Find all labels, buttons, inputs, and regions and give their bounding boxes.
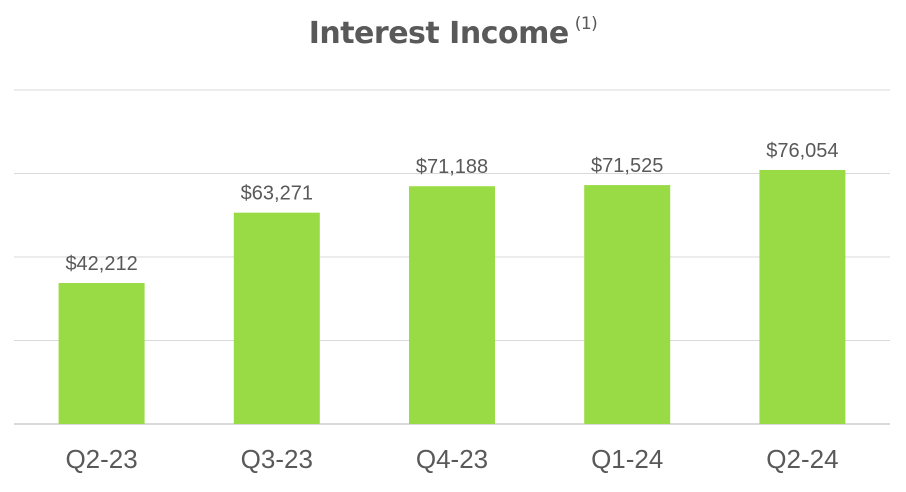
bar-q4-23 bbox=[409, 186, 495, 424]
x-tick-label: Q1-24 bbox=[591, 444, 663, 474]
x-tick-label: Q2-24 bbox=[766, 444, 838, 474]
data-label: $71,525 bbox=[591, 155, 663, 177]
chart-title-text: Interest Income bbox=[308, 16, 570, 51]
data-label: $63,271 bbox=[241, 183, 313, 205]
data-labels: $42,212 $63,271 $71,188 $71,525 $76,054 bbox=[65, 140, 838, 275]
x-tick-labels: Q2-23 Q3-23 Q4-23 Q1-24 Q2-24 bbox=[65, 444, 838, 474]
chart-title-footnote: (1) bbox=[574, 14, 598, 34]
x-tick-label: Q4-23 bbox=[416, 444, 488, 474]
x-tick-label: Q3-23 bbox=[241, 444, 313, 474]
data-label: $42,212 bbox=[65, 253, 137, 275]
data-label: $76,054 bbox=[766, 140, 838, 162]
data-label: $71,188 bbox=[416, 156, 488, 178]
bar-q2-23 bbox=[58, 283, 145, 424]
chart-title: Interest Income (1) bbox=[0, 14, 906, 51]
x-tick-label: Q2-23 bbox=[65, 444, 137, 474]
bars bbox=[58, 169, 846, 424]
bar-q3-23 bbox=[233, 212, 320, 424]
bar-q2-24 bbox=[759, 169, 846, 424]
bar-q1-24 bbox=[584, 185, 671, 424]
